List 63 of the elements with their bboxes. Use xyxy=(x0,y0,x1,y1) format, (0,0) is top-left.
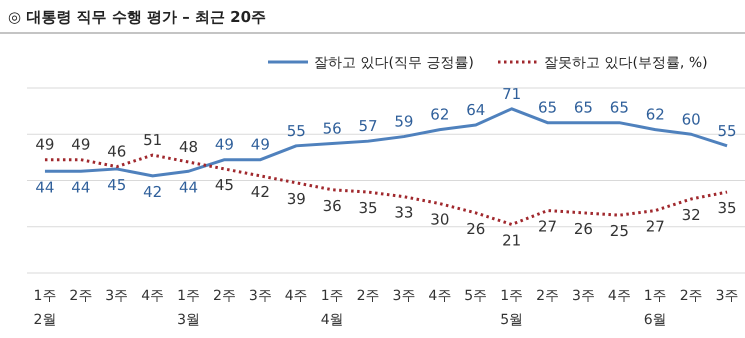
x-tick-label: 1주 2월 xyxy=(33,288,56,328)
data-label: 30 xyxy=(430,210,450,229)
x-tick-label: 4주 xyxy=(141,288,164,304)
x-tick-label: 3주 xyxy=(248,288,272,304)
x-tick-label: 1주 4월 xyxy=(320,288,344,328)
legend-label: 잘하고 있다(직무 긍정률) xyxy=(314,55,474,71)
data-label: 36 xyxy=(322,196,342,215)
data-label: 42 xyxy=(143,182,162,201)
data-label: 65 xyxy=(574,98,593,117)
x-tick-label: 1주 3월 xyxy=(177,288,200,328)
data-label: 44 xyxy=(71,178,90,196)
data-label: 42 xyxy=(250,182,270,201)
x-tick-label: 4주 xyxy=(428,288,452,304)
data-label: 45 xyxy=(107,176,126,194)
data-label: 49 xyxy=(250,136,270,154)
x-tick-label: 3주 xyxy=(105,288,128,304)
x-tick-label: 2주 xyxy=(356,288,380,304)
data-label: 21 xyxy=(502,231,522,250)
data-label: 59 xyxy=(394,112,414,131)
data-label: 35 xyxy=(358,199,378,218)
data-label: 49 xyxy=(71,136,90,154)
x-tick-label: 3주 xyxy=(716,288,739,304)
x-tick-label: 4주 xyxy=(284,288,308,304)
data-label: 48 xyxy=(179,138,198,156)
data-label: 49 xyxy=(35,136,54,154)
data-label: 46 xyxy=(107,142,126,161)
data-label: 27 xyxy=(538,218,558,236)
data-label: 33 xyxy=(394,204,414,222)
data-label: 27 xyxy=(646,218,665,236)
data-label: 55 xyxy=(286,122,306,140)
data-label: 25 xyxy=(610,222,629,240)
chart-title: ◎ 대통령 직무 수행 평가 – 최근 20주 xyxy=(8,8,266,26)
data-label: 26 xyxy=(466,220,486,238)
data-label: 62 xyxy=(430,106,450,124)
data-label: 49 xyxy=(214,136,234,154)
data-label: 71 xyxy=(502,84,522,103)
x-tick-label: 4주 xyxy=(608,288,631,304)
data-label: 64 xyxy=(466,101,486,119)
data-label: 44 xyxy=(35,178,54,196)
data-label: 26 xyxy=(574,220,593,238)
data-label: 32 xyxy=(682,206,701,224)
x-tick-label: 1주 6월 xyxy=(644,288,667,328)
x-tick-label: 2주 xyxy=(69,288,92,304)
x-tick-label: 3주 xyxy=(392,288,416,304)
data-label: 45 xyxy=(214,176,234,194)
data-label: 56 xyxy=(322,120,342,138)
data-label: 39 xyxy=(286,190,306,208)
x-tick-label: 5주 xyxy=(464,288,488,304)
data-label: 55 xyxy=(718,122,737,140)
data-label: 44 xyxy=(179,178,198,196)
data-label: 51 xyxy=(143,131,162,150)
data-label: 60 xyxy=(682,110,701,128)
data-label: 62 xyxy=(646,106,665,124)
x-tick-label: 3주 xyxy=(572,288,595,304)
data-label: 65 xyxy=(610,98,629,117)
data-label: 57 xyxy=(358,117,378,136)
x-tick-label: 2주 xyxy=(536,288,560,304)
x-tick-label: 1주 5월 xyxy=(500,288,524,328)
x-tick-label: 2주 xyxy=(212,288,236,304)
data-label: 35 xyxy=(718,199,737,218)
legend-label: 잘못하고 있다(부정률, %) xyxy=(544,55,708,71)
data-label: 65 xyxy=(538,98,558,117)
x-tick-label: 2주 xyxy=(680,288,703,304)
